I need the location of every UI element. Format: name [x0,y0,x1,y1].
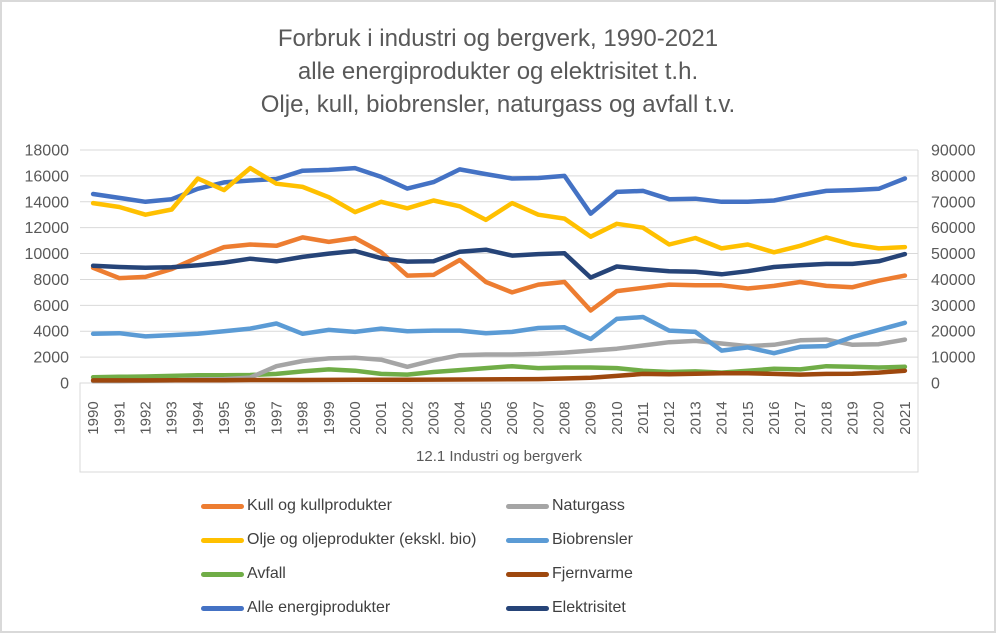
legend-line-marker [201,537,244,543]
x-axis-year-label: 2002 [399,401,416,434]
legend-line-marker [506,605,549,611]
series-line-elektrisitet [90,247,908,280]
right-axis-tick-label: 80000 [931,168,976,185]
x-axis-year-label: 2013 [687,401,704,434]
right-axis-tick-label: 90000 [931,143,976,160]
x-axis-year-label: 2018 [818,401,835,434]
right-axis-tick-label: 60000 [931,220,976,237]
legend-line-marker [201,503,244,509]
legend-line-marker [201,605,244,611]
x-axis-year-label: 2014 [714,401,731,434]
right-axis-tick-label: 20000 [931,324,976,341]
chart-title: Forbruk i industri og bergverk, 1990-202… [2,22,994,121]
x-axis-year-label: 2011 [635,402,652,434]
legend-item-biobrensler: Biobrensler [506,531,726,549]
x-axis-year-label: 2010 [609,401,626,434]
series-line-fjernvarme [90,368,908,383]
right-axis-tick-label: 0 [931,376,940,393]
legend-label: Olje og oljeprodukter (ekskl. bio) [247,531,477,548]
x-axis-year-label: 2012 [661,401,678,434]
x-axis-band-box [79,382,919,473]
x-axis-year-label: 2016 [766,401,783,434]
x-axis-year-label: 2004 [452,401,469,434]
x-axis-year-label: 2009 [583,401,600,434]
x-axis-year-label: 2001 [373,401,390,434]
right-axis-tick-label: 70000 [931,194,976,211]
x-axis-year-label: 2020 [871,401,888,434]
x-axis-year-label: 2007 [530,401,547,434]
right-axis-tick-label: 50000 [931,246,976,263]
legend-line-marker [201,571,244,577]
x-axis-year-label: 2019 [845,401,862,434]
x-axis-year-label: 2000 [347,401,364,434]
chart-title-line-2: alle energiprodukter og elektrisitet t.h… [297,58,699,85]
legend-label: Naturgass [552,497,625,514]
x-axis-year-label: 1992 [138,401,155,434]
left-axis-tick-label: 2000 [33,350,69,367]
x-axis-year-label: 1990 [85,401,102,434]
series-line-kull-og-kullprodukter [90,235,908,313]
x-axis-year-label: 2003 [426,401,443,434]
series-line-biobrensler [90,314,908,356]
legend-label: Elektrisitet [552,599,626,616]
chart-legend: Kull og kullprodukter Naturgass Olje og ol… [201,489,726,625]
x-axis-title: 12.1 Industri og bergverk [416,448,582,465]
series-line-alle-energiprodukter [90,165,908,216]
x-axis-year-label: 1991 [111,401,128,434]
left-axis-tick-label: 10000 [25,246,70,263]
x-axis-year-label: 1993 [164,401,181,434]
legend-label: Avfall [247,565,286,582]
chart-plot-area: 0 2000 4000 6000 8000 10000 12000 14000 16000 180… [25,143,976,473]
x-axis-year-label: 2005 [478,401,495,434]
legend-line-marker [506,537,549,543]
left-axis-tick-label: 4000 [33,324,69,341]
legend-item-olje-og-oljeprodukter-ekskl-bio: Olje og oljeprodukter (ekskl. bio) [201,531,506,549]
right-axis-tick-label: 40000 [931,272,976,289]
x-axis-year-label: 1994 [190,401,207,434]
x-axis-year-label: 1999 [321,401,338,434]
left-axis-tick-label: 14000 [25,194,70,211]
x-axis-year-label: 1998 [295,401,312,434]
x-axis-year-label: 2017 [792,401,809,434]
left-axis-tick-label: 8000 [33,272,69,289]
chart-title-line-3: Olje, kull, biobrensler, naturgass og av… [260,91,736,118]
x-axis-year-label: 1995 [216,401,233,434]
left-axis-tick-label: 6000 [33,298,69,315]
legend-item-alle-energiprodukter: Alle energiprodukter [201,599,506,617]
legend-item-naturgass: Naturgass [506,497,726,515]
legend-label: Kull og kullprodukter [247,497,392,514]
legend-item-fjernvarme: Fjernvarme [506,565,726,583]
x-axis-year-label: 2008 [557,401,574,434]
legend-item-elektrisitet: Elektrisitet [506,599,726,617]
legend-label: Fjernvarme [552,565,633,582]
right-axis-tick-label: 30000 [931,298,976,315]
series-line-olje-og-oljeprodukter-ekskl-bio [90,165,908,255]
x-axis-year-label: 1997 [268,401,285,434]
x-axis-year-label: 2015 [740,401,757,434]
left-axis-tick-label: 18000 [25,143,70,160]
legend-item-kull-og-kullprodukter: Kull og kullprodukter [201,497,506,515]
chart-title-line-1: Forbruk i industri og bergverk, 1990-202… [277,25,719,52]
right-axis-tick-label: 10000 [931,350,976,367]
left-axis-tick-label: 0 [60,376,69,393]
left-axis-tick-label: 16000 [25,168,70,185]
x-axis-year-label: 1996 [242,401,259,434]
legend-label: Biobrensler [552,531,633,548]
legend-line-marker [506,503,549,509]
x-axis-year-label: 2006 [504,401,521,434]
legend-label: Alle energiprodukter [247,599,391,616]
left-axis-tick-label: 12000 [25,220,70,237]
series-line-avfall [90,363,908,380]
legend-line-marker [506,571,549,577]
x-axis-year-label: 2021 [897,401,914,434]
legend-item-avfall: Avfall [201,565,506,583]
